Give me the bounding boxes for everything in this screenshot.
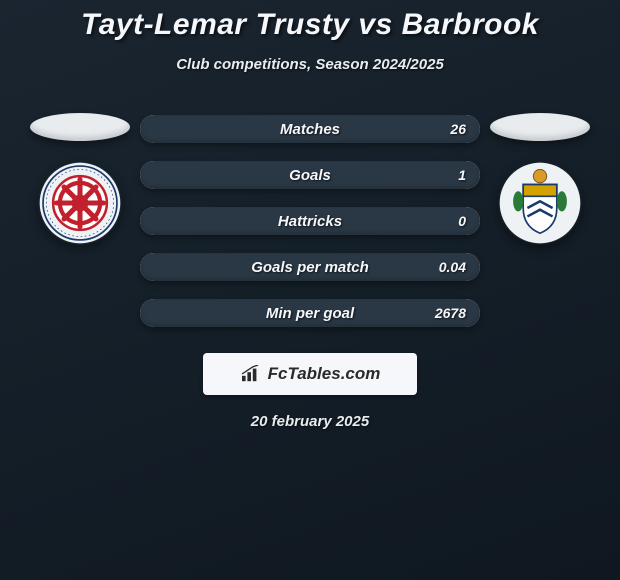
player-right-avatar-placeholder bbox=[490, 113, 590, 141]
stat-label: Min per goal bbox=[140, 299, 480, 327]
stat-value: 0 bbox=[458, 207, 466, 235]
stat-bar: Goals per match0.04 bbox=[140, 253, 480, 281]
brand-logo[interactable]: FcTables.com bbox=[203, 353, 417, 395]
club-crest-right bbox=[498, 161, 582, 245]
stat-label: Goals bbox=[140, 161, 480, 189]
player-left-col bbox=[30, 113, 130, 245]
stat-bar: Matches26 bbox=[140, 115, 480, 143]
stat-bar: Min per goal2678 bbox=[140, 299, 480, 327]
brand-text: FcTables.com bbox=[268, 364, 381, 384]
stat-value: 1 bbox=[458, 161, 466, 189]
date-label: 20 february 2025 bbox=[0, 413, 620, 430]
stats-column: Matches26 Goals1 Hattricks0 Goals per match… bbox=[140, 113, 480, 327]
comparison-row: Matches26 Goals1 Hattricks0 Goals per match… bbox=[0, 113, 620, 327]
stat-bar: Hattricks0 bbox=[140, 207, 480, 235]
club-crest-left bbox=[38, 161, 122, 245]
player-left-avatar-placeholder bbox=[30, 113, 130, 141]
stat-bar: Goals1 bbox=[140, 161, 480, 189]
stat-label: Hattricks bbox=[140, 207, 480, 235]
hartlepool-crest-icon bbox=[38, 161, 122, 245]
bar-chart-icon bbox=[240, 365, 262, 383]
stat-value: 0.04 bbox=[439, 253, 466, 281]
subtitle: Club competitions, Season 2024/2025 bbox=[0, 56, 620, 73]
stat-value: 26 bbox=[450, 115, 466, 143]
stat-value: 2678 bbox=[435, 299, 466, 327]
page-title: Tayt-Lemar Trusty vs Barbrook bbox=[0, 8, 620, 42]
stat-label: Goals per match bbox=[140, 253, 480, 281]
player-right-col bbox=[490, 113, 590, 245]
sutton-crest-icon bbox=[498, 161, 582, 245]
stat-label: Matches bbox=[140, 115, 480, 143]
